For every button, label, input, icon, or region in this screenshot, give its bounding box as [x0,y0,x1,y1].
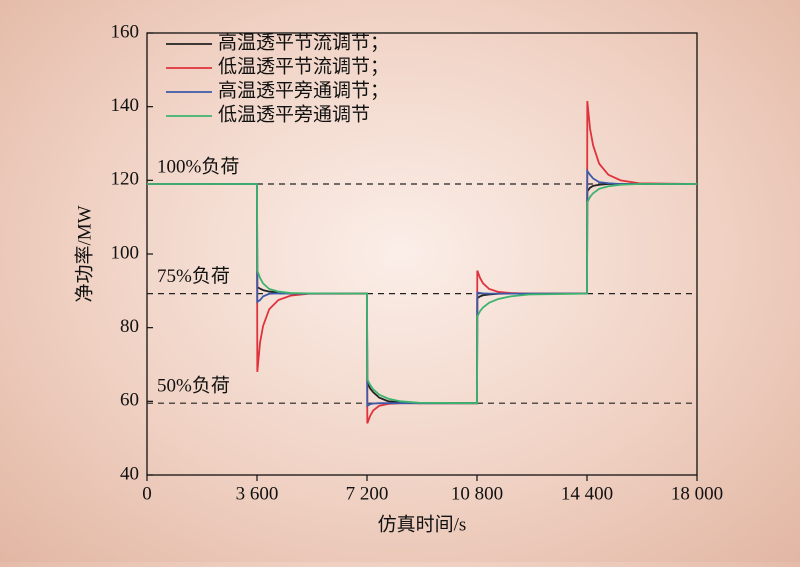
x-tick-label: 14 400 [561,483,613,504]
y-tick-label: 100 [111,242,140,263]
legend-label: 高温透平节流调节； [218,31,389,53]
legend-label: 低温透平旁通调节 [218,103,370,125]
y-tick-label: 40 [120,463,139,484]
y-axis-label: 净功率/MW [73,205,95,302]
x-tick-label: 0 [142,483,152,504]
legend-label: 高温透平旁通调节； [218,79,389,101]
legend-label: 低温透平节流调节； [218,55,389,77]
y-tick-label: 120 [111,169,140,190]
reference-label: 100%负荷 [157,155,239,177]
x-tick-label: 3 600 [236,483,279,504]
y-tick-label: 80 [120,316,139,337]
reference-label: 50%负荷 [157,375,230,397]
x-tick-label: 18 000 [671,483,723,504]
y-tick-label: 140 [111,95,140,116]
series-line [147,168,697,408]
y-tick-label: 160 [111,21,140,42]
x-axis-label: 仿真时间/s [378,513,467,535]
x-tick-label: 7 200 [346,483,389,504]
series-line [147,183,697,405]
reference-label: 75%负荷 [157,265,230,287]
x-tick-label: 10 800 [451,483,503,504]
y-tick-label: 60 [120,390,139,411]
